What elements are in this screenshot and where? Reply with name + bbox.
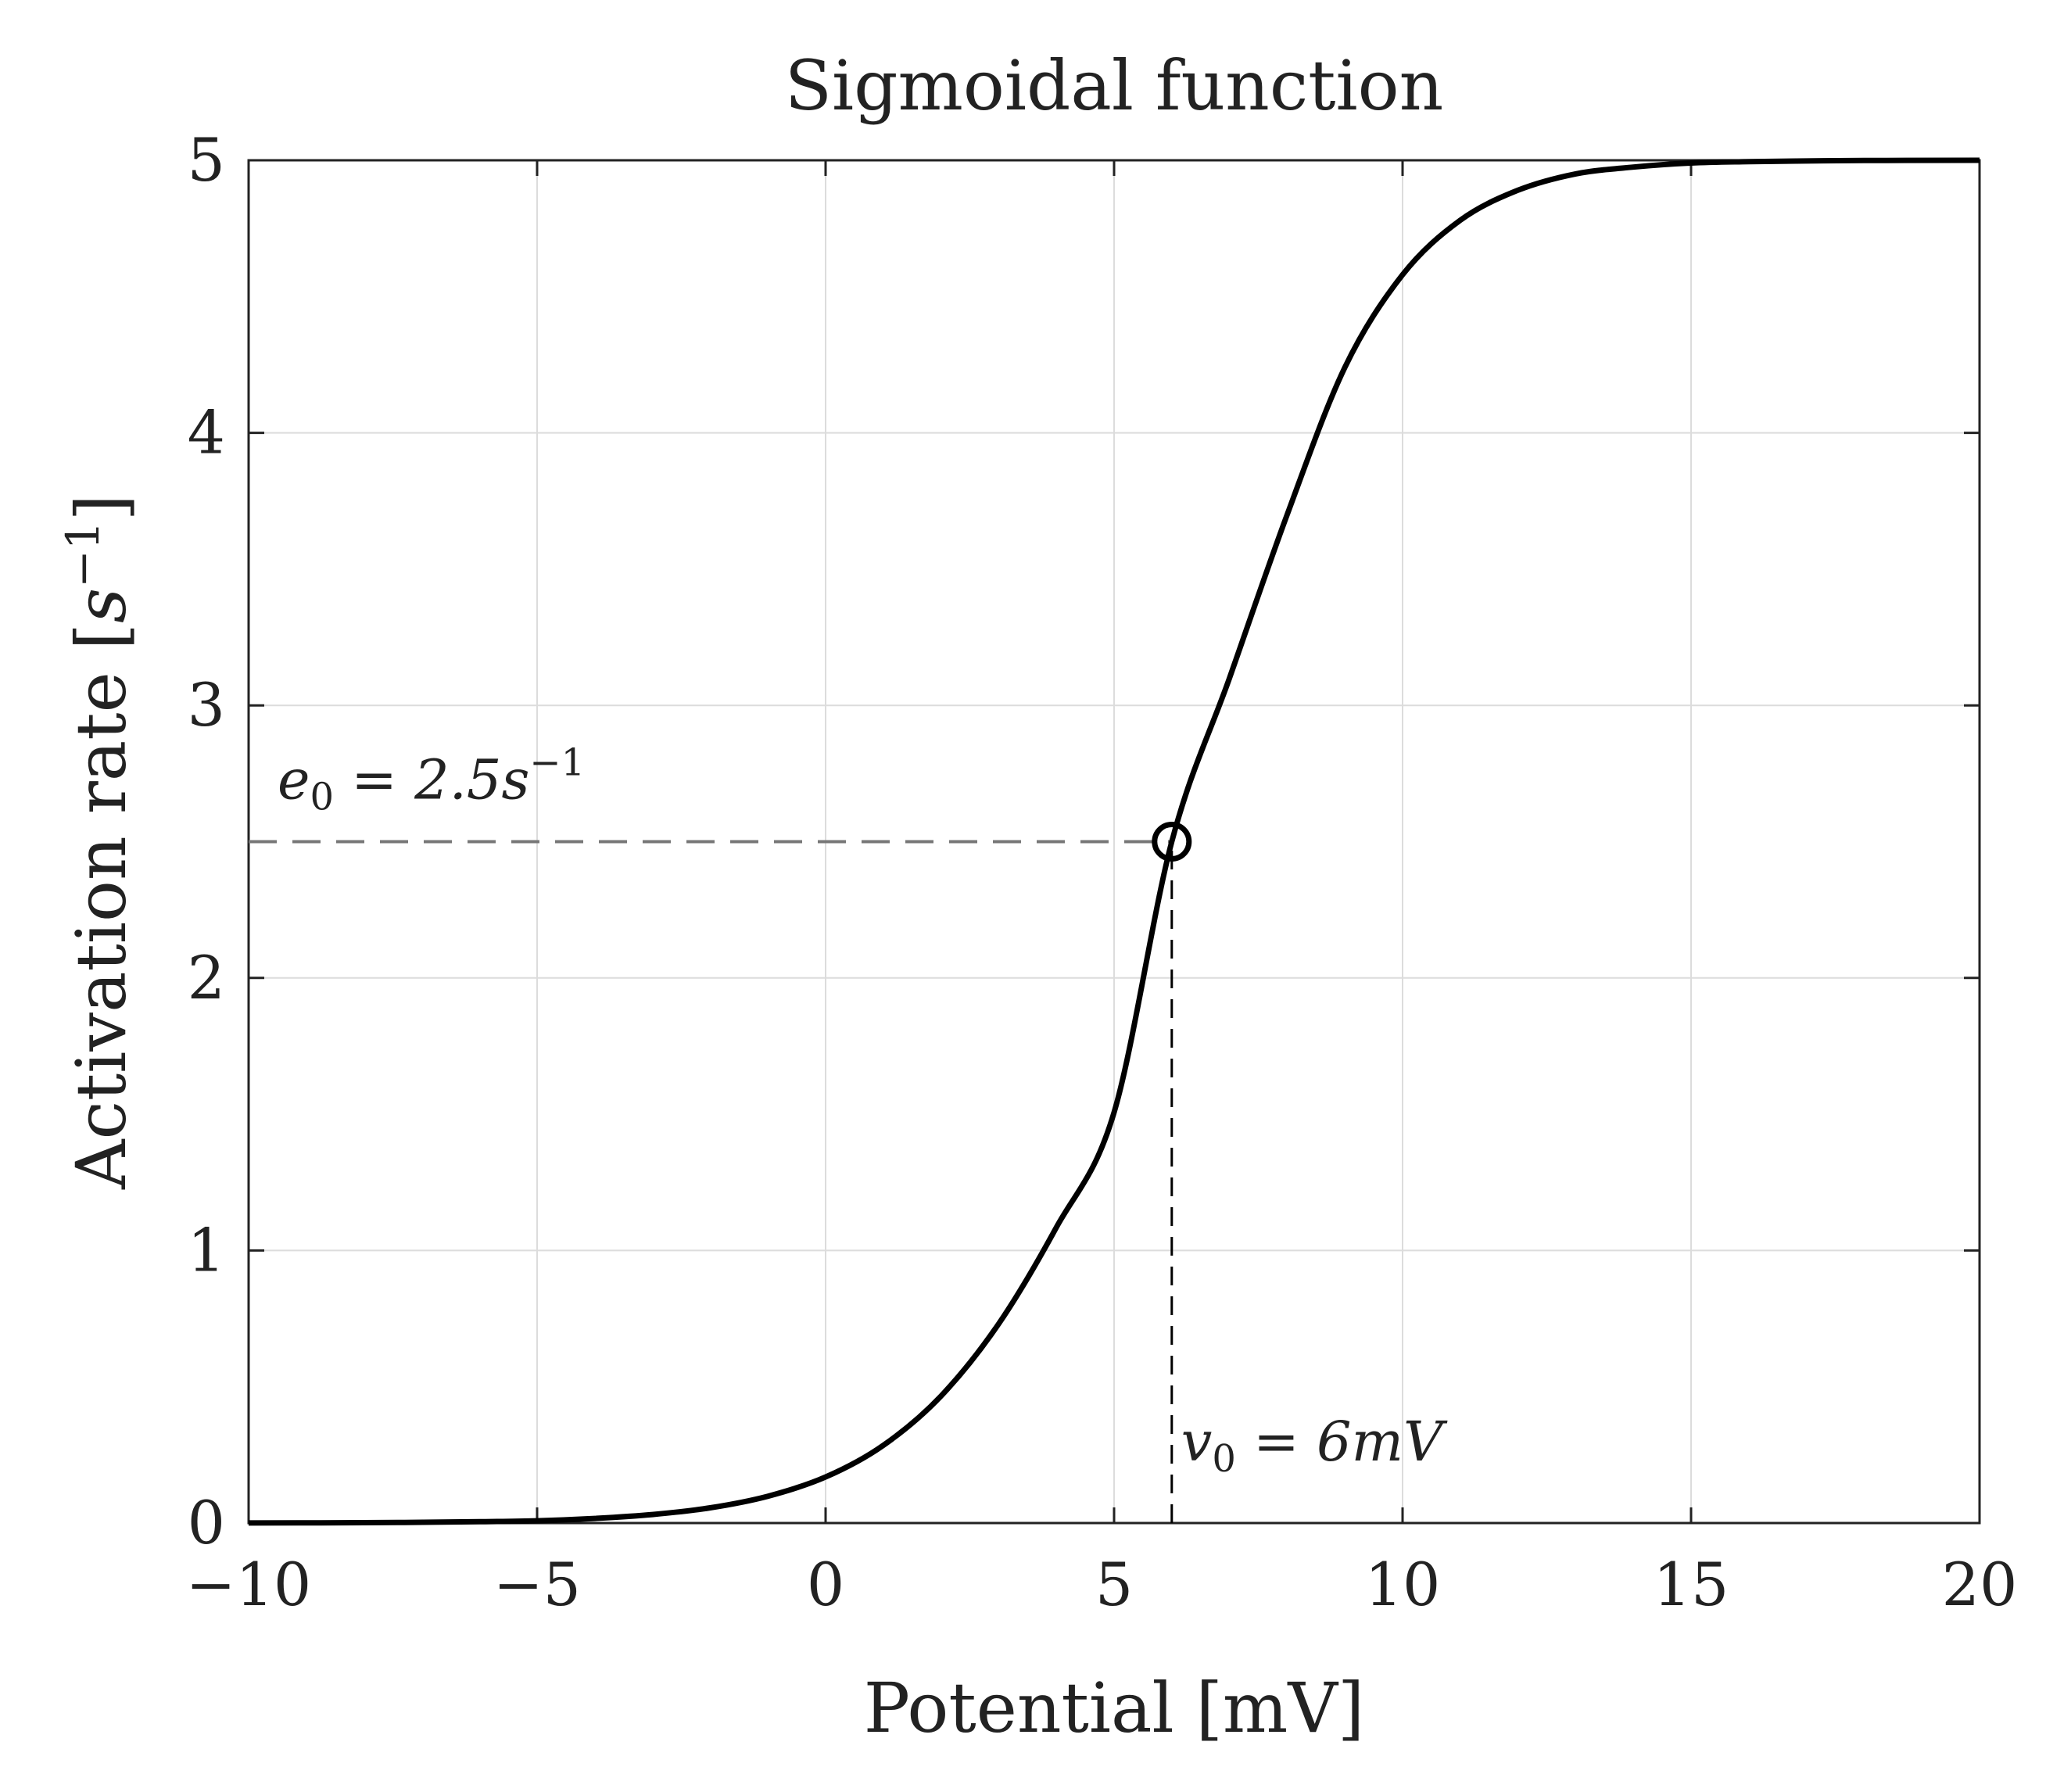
annotation-e0-symbol: e <box>278 748 310 812</box>
x-tick-label: 0 <box>807 1550 844 1619</box>
annotation-v0-sub: 0 <box>1212 1437 1236 1481</box>
y-tick-label: 3 <box>188 670 225 740</box>
y-tick-label: 5 <box>188 125 225 195</box>
x-tick-labels: −10 −5 0 5 10 15 20 <box>186 1550 2018 1619</box>
x-tick-label: 15 <box>1654 1550 1729 1619</box>
annotation-e0-sup: −1 <box>529 741 585 785</box>
y-tick-label: 1 <box>188 1215 225 1285</box>
y-axis-title-unit: s <box>61 588 142 623</box>
y-tick-labels: 0 1 2 3 4 5 <box>188 125 225 1557</box>
chart-title: Sigmoidal function <box>785 45 1444 126</box>
y-tick-label: 0 <box>188 1488 225 1557</box>
reference-lines <box>249 840 1173 1523</box>
annotation-v0-rhs: = 6mV <box>1236 1410 1448 1474</box>
grid-lines <box>248 159 1980 1524</box>
y-tick-label: 4 <box>188 398 225 468</box>
x-tick-label: −10 <box>186 1550 311 1619</box>
y-tick-label: 2 <box>188 943 225 1012</box>
x-tick-label: 10 <box>1365 1550 1441 1619</box>
annotation-e0-sub: 0 <box>310 776 334 819</box>
x-tick-label: −5 <box>493 1550 581 1619</box>
annotation-v0-symbol: v <box>1181 1410 1213 1474</box>
x-tick-label: 5 <box>1095 1550 1133 1619</box>
x-axis-title: Potential [mV] <box>864 1668 1365 1748</box>
y-axis-title-unit-exp: −1 <box>56 521 109 588</box>
annotation-e0: e0 = 2.5s−1 <box>278 741 585 819</box>
annotation-v0: v0 = 6mV <box>1181 1410 1448 1481</box>
y-axis-title: Activation rate [s−1] <box>56 494 142 1190</box>
y-axis-title-text: Activation rate [ <box>61 623 142 1190</box>
y-axis-title-close: ] <box>61 494 142 521</box>
x-tick-label: 20 <box>1942 1550 2018 1619</box>
annotation-e0-rhs: = 2.5s <box>334 748 529 812</box>
series-line-sigmoid <box>248 157 1980 1526</box>
half-max-marker <box>1152 822 1192 862</box>
